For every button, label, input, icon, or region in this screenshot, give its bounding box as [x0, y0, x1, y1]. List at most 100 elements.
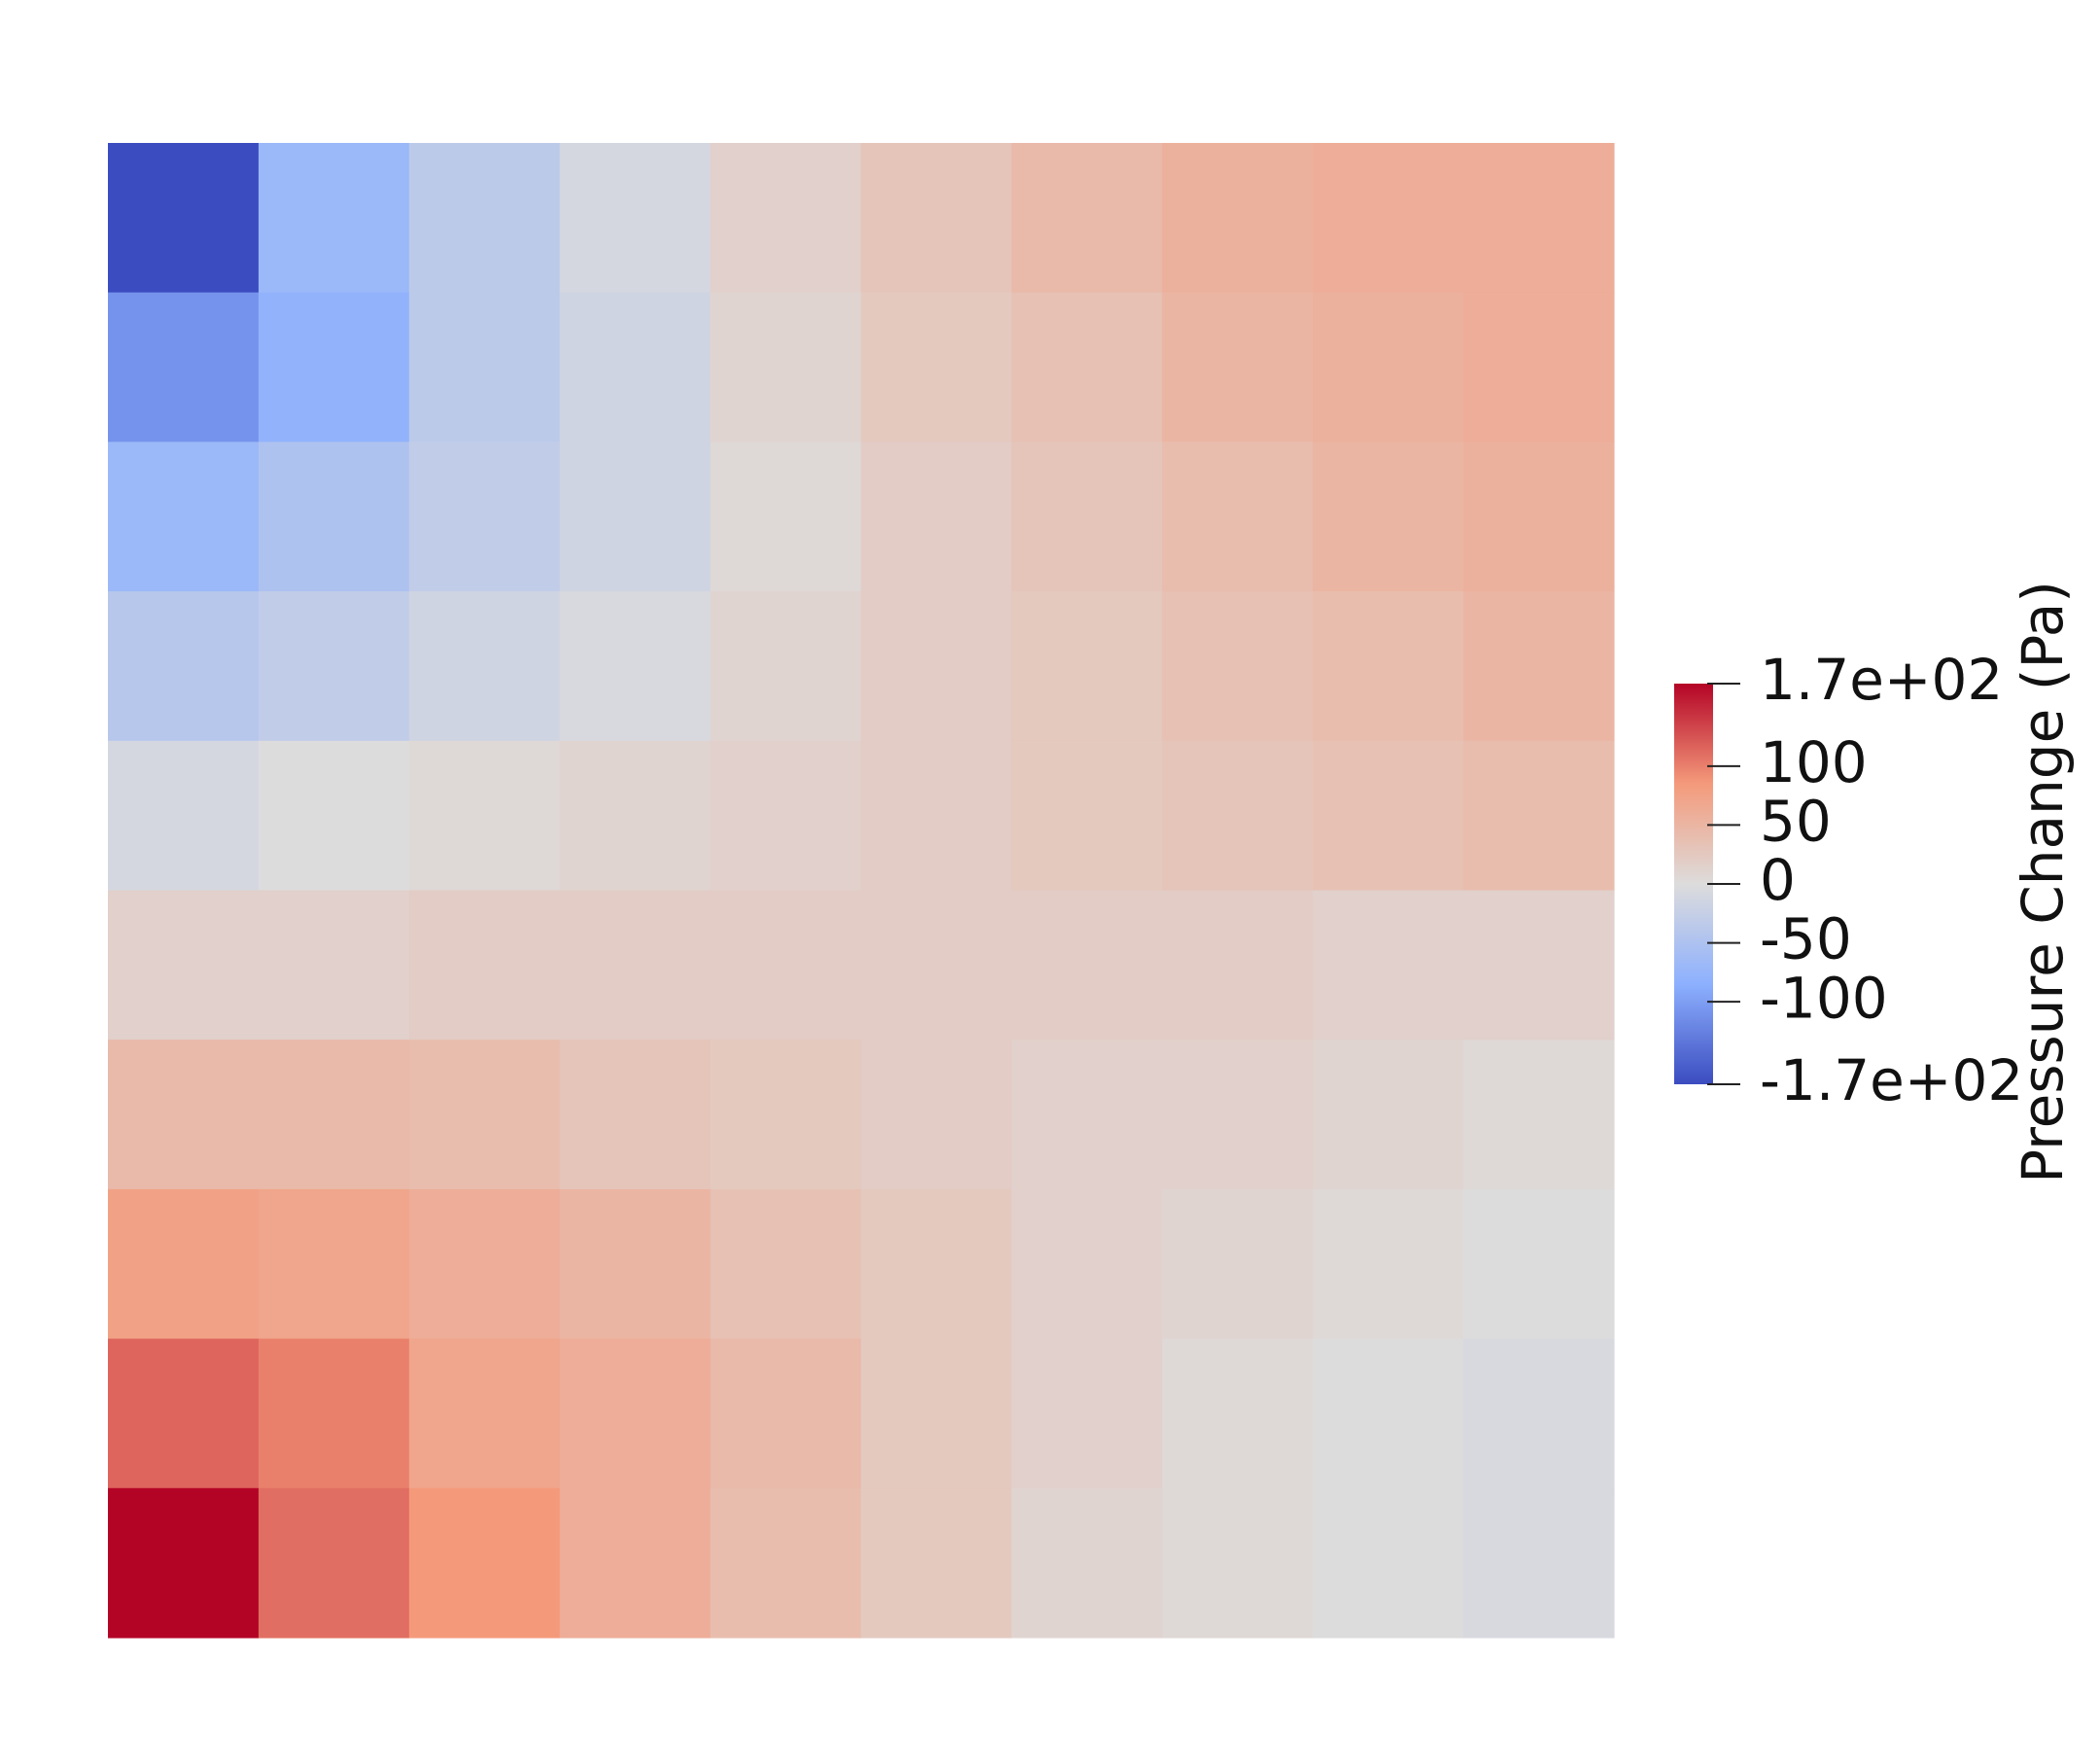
heatmap-cell — [860, 441, 1012, 592]
heatmap-cell — [108, 890, 260, 1041]
heatmap-cell — [1312, 1338, 1464, 1489]
heatmap-cell — [860, 1188, 1012, 1340]
heatmap-cell — [1312, 1488, 1464, 1639]
heatmap-cell — [559, 740, 712, 892]
heatmap-cell — [408, 1188, 561, 1340]
heatmap-cell — [860, 1488, 1012, 1639]
heatmap-cell — [1011, 1040, 1163, 1190]
heatmap-cell — [1463, 292, 1615, 442]
heatmap-cell — [258, 143, 410, 294]
heatmap-cell — [1011, 1488, 1163, 1639]
heatmap-cell — [1162, 292, 1313, 442]
heatmap-cell — [710, 143, 862, 294]
heatmap-cell — [108, 1188, 260, 1340]
heatmap-cell — [408, 1338, 561, 1489]
heatmap-cell — [1312, 143, 1464, 294]
heatmap-cell — [108, 1488, 260, 1639]
heatmap-cell — [1463, 1338, 1615, 1489]
colorbar-tick-label: -1.7e+02 — [1760, 1047, 2023, 1113]
heatmap-cell — [108, 591, 260, 742]
heatmap-cell — [860, 890, 1012, 1041]
heatmap-cell — [258, 740, 410, 892]
heatmap-cell — [108, 740, 260, 892]
heatmap-cell — [559, 1488, 712, 1639]
heatmap-cell — [1011, 591, 1163, 742]
heatmap-cell — [1312, 441, 1464, 592]
heatmap-cell — [559, 1338, 712, 1489]
heatmap-cell — [408, 292, 561, 442]
heatmap-cell — [258, 890, 410, 1041]
colorbar-label: Pressure Change (Pa) — [2010, 581, 2076, 1183]
heatmap-cell — [710, 1188, 862, 1340]
heatmap-cell — [1312, 890, 1464, 1041]
heatmap-cell — [559, 292, 712, 442]
heatmap-cell — [710, 740, 862, 892]
heatmap-cell — [1162, 143, 1313, 294]
heatmap-cell — [1162, 1338, 1313, 1489]
heatmap-cell — [710, 292, 862, 442]
heatmap-cell — [258, 441, 410, 592]
heatmap-cell — [1011, 1338, 1163, 1489]
colorbar — [1674, 684, 1713, 1084]
heatmap-cell — [408, 143, 561, 294]
heatmap-cell — [1011, 740, 1163, 892]
heatmap-cell — [710, 1488, 862, 1639]
heatmap-cell — [408, 1488, 561, 1639]
colorbar-tick-label: -50 — [1760, 906, 1852, 972]
heatmap-cell — [1162, 441, 1313, 592]
heatmap-cell — [559, 591, 712, 742]
heatmap-cell — [1463, 1188, 1615, 1340]
heatmap-cell — [408, 591, 561, 742]
heatmap-cell — [1463, 591, 1615, 742]
heatmap-cell — [1162, 890, 1313, 1041]
heatmap-cell — [559, 143, 712, 294]
heatmap-cell — [860, 591, 1012, 742]
heatmap-cell — [1162, 1188, 1313, 1340]
colorbar-tick-label: -100 — [1760, 965, 1888, 1031]
heatmap-cell — [1312, 1188, 1464, 1340]
heatmap-cell — [559, 1040, 712, 1190]
heatmap-cell — [108, 143, 260, 294]
heatmap-cell — [408, 740, 561, 892]
heatmap-cell — [108, 441, 260, 592]
heatmap-cell — [1312, 292, 1464, 442]
heatmap-cell — [710, 890, 862, 1041]
heatmap-cell — [408, 1040, 561, 1190]
heatmap-cell — [258, 1488, 410, 1639]
heatmap-cell — [1011, 1188, 1163, 1340]
heatmap-cell — [1312, 1040, 1464, 1190]
heatmap-cell — [860, 143, 1012, 294]
heatmap-cell — [1162, 1488, 1313, 1639]
heatmap-cell — [1463, 740, 1615, 892]
colorbar-tick-label: 0 — [1760, 847, 1796, 913]
heatmap-cell — [1011, 890, 1163, 1041]
heatmap-cell — [108, 1040, 260, 1190]
heatmap-cell — [1162, 1040, 1313, 1190]
heatmap-cell — [710, 1338, 862, 1489]
heatmap-cell — [1011, 441, 1163, 592]
heatmap-cell — [710, 591, 862, 742]
heatmap-cell — [860, 1040, 1012, 1190]
heatmap-cell — [258, 591, 410, 742]
heatmap-cell — [860, 1338, 1012, 1489]
heatmap-cell — [710, 1040, 862, 1190]
heatmap-cell — [559, 890, 712, 1041]
colorbar-tick-label: 50 — [1760, 789, 1832, 855]
colorbar-tick-label: 1.7e+02 — [1760, 647, 2003, 713]
heatmap-cell — [1463, 441, 1615, 592]
heatmap-cell — [1312, 591, 1464, 742]
heatmap-cell — [1162, 591, 1313, 742]
heatmap-cell — [408, 441, 561, 592]
heatmap-cell — [860, 740, 1012, 892]
heatmap-cell — [559, 1188, 712, 1340]
heatmap-cell — [1463, 1488, 1615, 1639]
heatmap-cell — [108, 1338, 260, 1489]
heatmap-cell — [258, 292, 410, 442]
heatmap-cell — [258, 1040, 410, 1190]
heatmap-cell — [258, 1188, 410, 1340]
heatmap-cell — [710, 441, 862, 592]
heatmap-cell — [1312, 740, 1464, 892]
heatmap-cell — [1011, 143, 1163, 294]
colorbar-tick-label: 100 — [1760, 729, 1868, 795]
